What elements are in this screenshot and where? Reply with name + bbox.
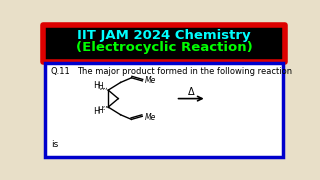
Text: The major product formed in the following reaction: The major product formed in the followin… — [77, 67, 292, 76]
Text: Q.11: Q.11 — [51, 67, 71, 76]
Text: H,,: H,, — [97, 82, 108, 91]
Text: H’’: H’’ — [97, 106, 108, 115]
Bar — [45, 63, 283, 157]
Text: IIT JAM 2024 Chemistry: IIT JAM 2024 Chemistry — [77, 29, 251, 42]
Text: is: is — [51, 140, 58, 149]
Text: H$^{\mathbf{..}}$: H$^{\mathbf{..}}$ — [93, 105, 107, 116]
Bar — [43, 25, 285, 62]
Text: H$_{\mathbf{,.}}$: H$_{\mathbf{,.}}$ — [93, 79, 107, 93]
Text: (Electrocyclic Reaction): (Electrocyclic Reaction) — [76, 41, 252, 54]
Text: Me: Me — [145, 76, 156, 85]
Text: Δ: Δ — [188, 87, 195, 97]
Text: Me: Me — [145, 112, 156, 122]
